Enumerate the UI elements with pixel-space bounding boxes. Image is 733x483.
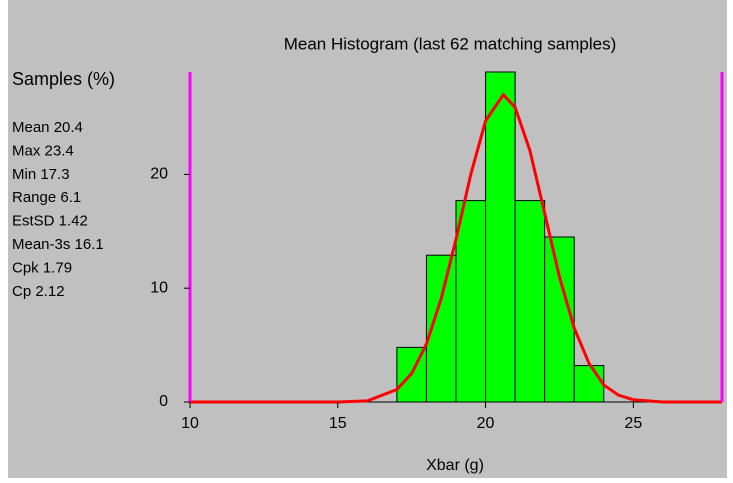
stat-text: Cp 2.12: [12, 283, 65, 300]
histogram-bar: [455, 200, 487, 403]
x-tick-label: 15: [329, 415, 347, 432]
y-tick-label: 20: [150, 166, 168, 183]
stat-text: Min 17.3: [12, 166, 70, 183]
stat-text: Max 23.4: [12, 142, 74, 159]
x-tick-label: 25: [624, 415, 642, 432]
stat-text: Mean-3s 16.1: [12, 236, 104, 253]
x-tick-label: 10: [181, 415, 199, 432]
panel-background: [8, 0, 727, 478]
histogram-bar: [544, 236, 575, 403]
y-tick-label: 0: [159, 393, 168, 410]
chart-title: Mean Histogram (last 62 matching samples…: [284, 34, 617, 53]
stat-text: EstSD 1.42: [12, 213, 88, 230]
histogram-bar: [573, 365, 605, 403]
stat-text: Range 6.1: [12, 189, 81, 206]
x-axis-label: Xbar (g): [426, 457, 484, 474]
stat-text: Cpk 1.79: [12, 259, 72, 276]
fitted-curve: [190, 92, 722, 404]
x-tick-label: 20: [477, 415, 495, 432]
y-axis-label: Samples (%): [12, 69, 115, 89]
histogram-bar: [485, 71, 516, 403]
y-tick-label: 10: [150, 279, 168, 296]
histogram-bar: [514, 200, 546, 403]
stat-text: Mean 20.4: [12, 119, 83, 136]
